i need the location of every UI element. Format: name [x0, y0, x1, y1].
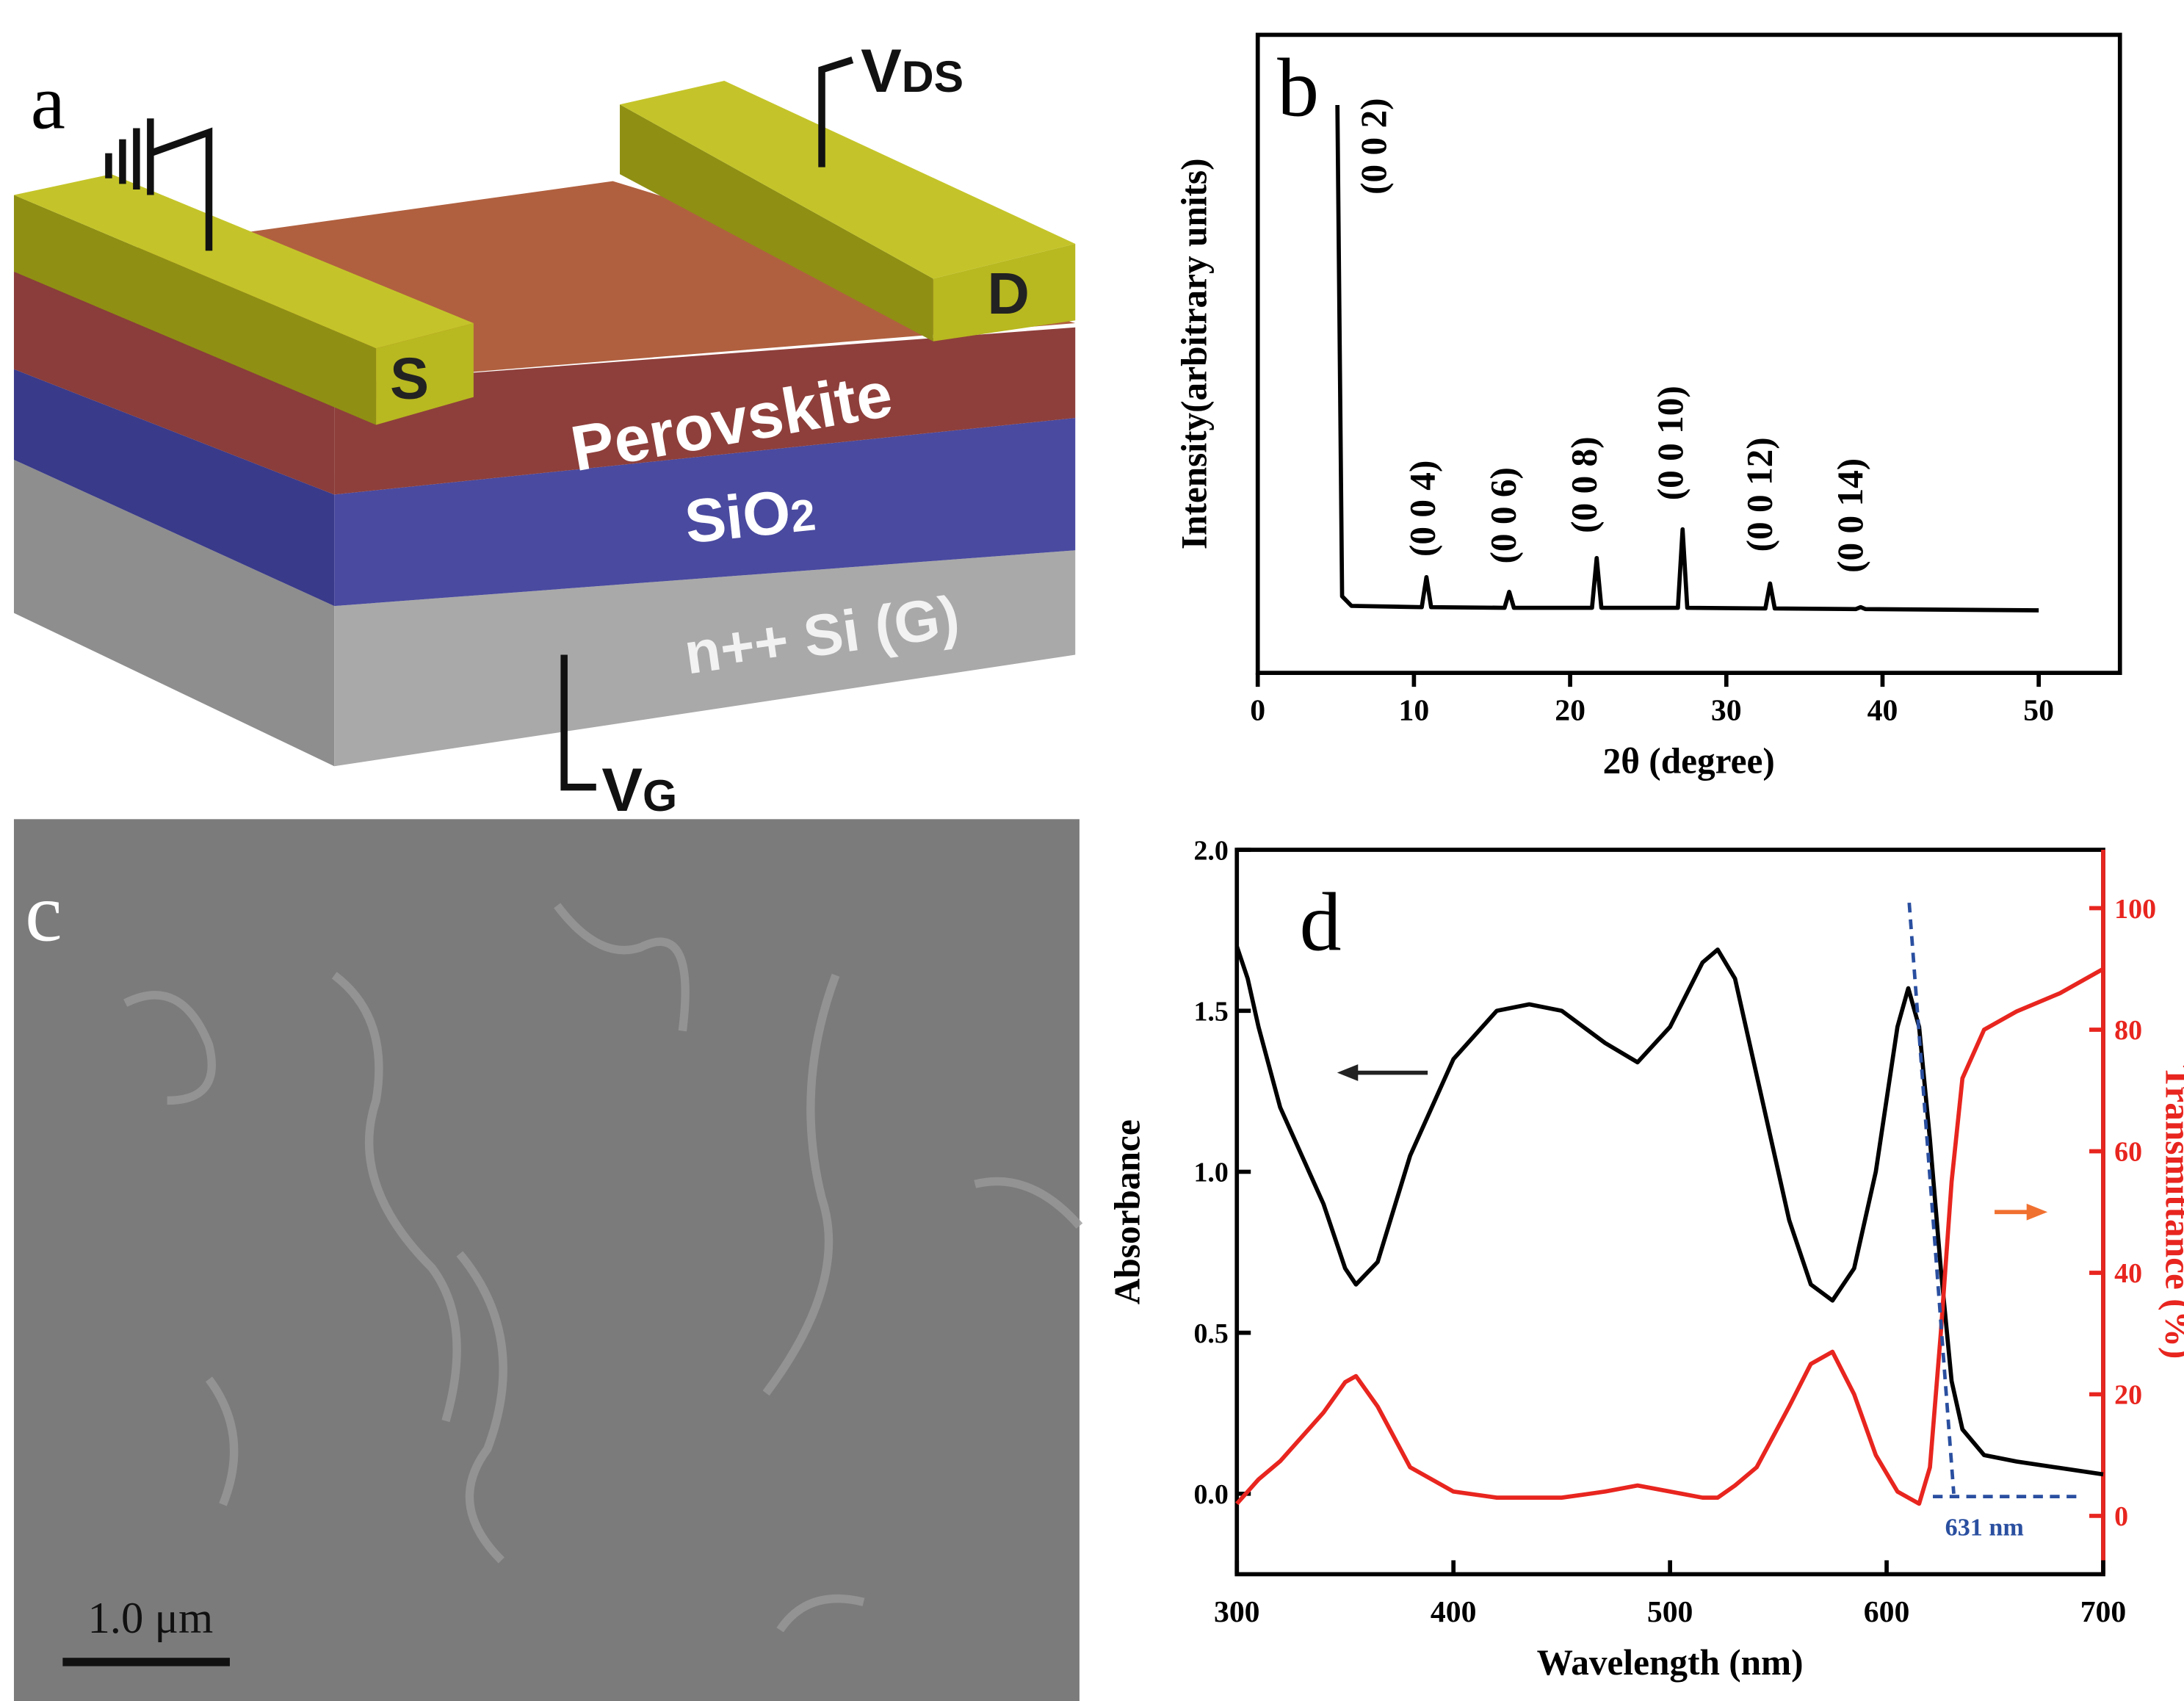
y-axis-label: Intensity(arbitrary units)	[1174, 158, 1215, 549]
x-axis-label: Wavelength (nm)	[1537, 1642, 1804, 1683]
x-axis-label: 2θ (degree)	[1603, 741, 1775, 781]
y-tick-label: 0.5	[1193, 1318, 1228, 1349]
x-tick-label: 300	[1214, 1595, 1260, 1629]
peak-label: (0 0 4)	[1403, 461, 1443, 557]
y-axis-label: Absorbance	[1107, 1119, 1147, 1304]
arrow-head	[1337, 1064, 1358, 1081]
peak-label: (0 0 12)	[1740, 437, 1780, 552]
scale-bar-label: 1.0 μm	[87, 1594, 213, 1643]
vg-label: VG	[601, 755, 677, 824]
panel-label: b	[1277, 41, 1319, 134]
symbol: V	[601, 755, 643, 824]
y2-axis-label: Transmittance (%)	[2158, 1065, 2184, 1359]
data-line	[1237, 947, 2103, 1475]
subscript: DS	[902, 51, 963, 101]
x-tick-label: 500	[1647, 1595, 1693, 1629]
panel-label: a	[31, 59, 65, 145]
y-tick-label: 2.0	[1193, 835, 1228, 866]
y2-tick-label: 0	[2114, 1501, 2128, 1532]
vds-label: VDS	[861, 36, 963, 105]
uv-vis-chart: 300 400 500 600 700 0.0 0.5 1.0 1.5 2.0 0 20 40 60 80 1…	[1107, 835, 2184, 1683]
y2-tick-label: 100	[2114, 894, 2156, 925]
figure: a VDS VG S D Perovskite SiO2 n++ Si (G) …	[0, 0, 2184, 1701]
y2-tick-label: 20	[2114, 1380, 2142, 1411]
peak-label: (0 0 2)	[1353, 98, 1394, 194]
y-tick-label: 1.5	[1193, 997, 1228, 1028]
drain-label: D	[987, 261, 1030, 326]
symbol: V	[861, 36, 902, 105]
arrow-head	[2027, 1204, 2047, 1221]
plot-frame	[1237, 850, 2103, 1574]
y2-tick-label: 80	[2114, 1015, 2142, 1046]
annotation: 631 nm	[1945, 1514, 2024, 1542]
x-tick-label: 600	[1864, 1595, 1910, 1629]
sem-background	[14, 819, 1080, 1701]
y-tick-label: 0.0	[1193, 1479, 1228, 1510]
source-label: S	[390, 345, 429, 411]
subscript: G	[643, 770, 677, 820]
xrd-chart: 0 10 20 30 40 50 2θ (degree) Intensity(arbitrar…	[1174, 35, 2120, 781]
scale-bar	[62, 1658, 230, 1666]
x-tick-label: 40	[1867, 694, 1898, 728]
subscript: 2	[788, 489, 818, 541]
x-tick-label: 700	[2080, 1595, 2127, 1629]
peak-label: (0 0 6)	[1483, 467, 1524, 563]
y2-tick-label: 40	[2114, 1258, 2142, 1289]
y2-tick-label: 60	[2114, 1137, 2142, 1168]
device-diagram: a VDS VG S D Perovskite SiO2 n++ Si (G)	[14, 36, 1075, 824]
sem-image: c 1.0 μm	[14, 819, 1080, 1701]
page: a VDS VG S D Perovskite SiO2 n++ Si (G) …	[0, 0, 2184, 1701]
data-line	[1237, 969, 2103, 1503]
x-tick-label: 400	[1431, 1595, 1477, 1629]
x-tick-label: 0	[1250, 694, 1265, 728]
panel-label: d	[1300, 876, 1342, 969]
formula: SiO	[681, 477, 794, 557]
x-tick-label: 20	[1555, 694, 1585, 728]
x-tick-label: 50	[2023, 694, 2054, 728]
x-tick-label: 30	[1711, 694, 1742, 728]
peak-label: (0 0 10)	[1650, 386, 1691, 500]
peak-label: (0 0 8)	[1564, 436, 1605, 532]
tangent-line	[1909, 903, 1954, 1494]
y-tick-label: 1.0	[1193, 1158, 1228, 1188]
panel-label: c	[25, 866, 62, 958]
peak-label: (0 0 14)	[1830, 458, 1870, 573]
x-tick-label: 10	[1399, 694, 1430, 728]
